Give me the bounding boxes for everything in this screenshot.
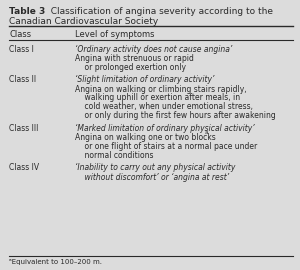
Text: Angina on walking one or two blocks: Angina on walking one or two blocks bbox=[75, 133, 216, 142]
Text: or one flight of stairs at a normal pace under: or one flight of stairs at a normal pace… bbox=[75, 142, 257, 151]
Text: Class I: Class I bbox=[9, 45, 34, 54]
Text: ‘Inability to carry out any physical activity: ‘Inability to carry out any physical act… bbox=[75, 164, 236, 173]
Text: ‘Ordinary activity does not cause angina’: ‘Ordinary activity does not cause angina… bbox=[75, 45, 232, 54]
Text: a: a bbox=[205, 130, 208, 136]
Text: Canadian Cardiovascular Society: Canadian Cardiovascular Society bbox=[9, 17, 158, 26]
Text: Class IV: Class IV bbox=[9, 164, 39, 173]
Text: cold weather, when under emotional stress,: cold weather, when under emotional stres… bbox=[75, 103, 253, 112]
Text: Table 3: Table 3 bbox=[9, 7, 45, 16]
Text: Angina on walking or climbing stairs rapidly,: Angina on walking or climbing stairs rap… bbox=[75, 85, 247, 93]
Text: or prolonged exertion only: or prolonged exertion only bbox=[75, 63, 186, 72]
Text: ‘Slight limitation of ordinary activity’: ‘Slight limitation of ordinary activity’ bbox=[75, 76, 214, 85]
Text: Level of symptoms: Level of symptoms bbox=[75, 30, 154, 39]
Text: Classification of angina severity according to the: Classification of angina severity accord… bbox=[45, 7, 273, 16]
Text: ‘Marked limitation of ordinary physical activity’: ‘Marked limitation of ordinary physical … bbox=[75, 124, 255, 133]
Text: without discomfort’ or ‘angina at rest’: without discomfort’ or ‘angina at rest’ bbox=[75, 173, 229, 181]
Text: normal conditions: normal conditions bbox=[75, 151, 154, 160]
Text: walking uphill or exertion after meals, in: walking uphill or exertion after meals, … bbox=[75, 93, 240, 103]
Text: ᵃEquivalent to 100–200 m.: ᵃEquivalent to 100–200 m. bbox=[9, 259, 102, 265]
Text: Class: Class bbox=[9, 30, 31, 39]
Text: Class II: Class II bbox=[9, 76, 36, 85]
Text: Class III: Class III bbox=[9, 124, 38, 133]
Text: Angina with strenuous or rapid: Angina with strenuous or rapid bbox=[75, 54, 194, 63]
Text: or only during the first few hours after awakening: or only during the first few hours after… bbox=[75, 112, 276, 120]
